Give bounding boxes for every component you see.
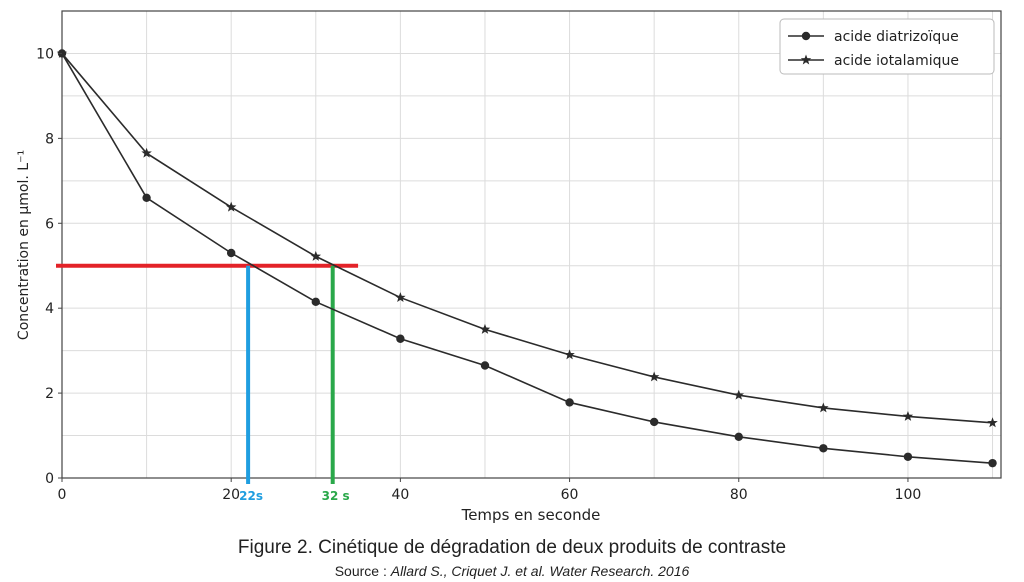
series-group (56, 47, 998, 468)
y-tick-label: 8 (45, 131, 54, 147)
source-prefix: Source : (334, 563, 391, 579)
plot-frame (61, 10, 1002, 479)
data-point (987, 417, 998, 428)
figure-source: Source : Allard S., Criquet J. et al. Wa… (0, 563, 1024, 579)
data-point (56, 47, 68, 58)
x-ticks: 0 20 40 60 80 100 (58, 478, 922, 503)
legend-label: acide diatrizoïque (834, 29, 959, 45)
series-line (61, 52, 993, 424)
data-point (733, 389, 744, 400)
grid (61, 10, 1001, 479)
x-tick-label: 0 (58, 487, 67, 503)
y-tick-label: 2 (45, 386, 54, 402)
y-tick-label: 10 (36, 46, 54, 62)
data-point (819, 444, 828, 453)
x-tick-label: 20 (222, 487, 240, 503)
data-point (734, 432, 743, 442)
data-point (311, 297, 320, 307)
x-tick-label: 80 (730, 487, 748, 503)
data-point (395, 292, 406, 303)
y-ticks: 0 2 4 6 8 10 (36, 46, 62, 487)
x-tick-label: 40 (391, 487, 409, 503)
data-point (988, 458, 997, 468)
data-point (142, 193, 151, 202)
y-axis-label: Concentration en μmol. L⁻¹ (16, 150, 32, 340)
data-point (480, 361, 490, 370)
data-point (649, 417, 659, 427)
legend: acide diatrizoïque acide iotalamique (779, 18, 995, 75)
data-point (902, 410, 914, 421)
data-point (225, 201, 237, 212)
source-authors: Allard S., Criquet J. et al. Water Resea… (390, 563, 690, 579)
y-tick-label: 4 (45, 301, 54, 317)
data-point (479, 323, 491, 334)
annotation-labels: 22s 32 s (239, 489, 350, 503)
legend-label: acide iotalamique (834, 53, 959, 69)
data-point (564, 349, 575, 360)
legend-swatch-marker (801, 31, 811, 41)
x-tick-label: 60 (561, 487, 579, 503)
y-tick-label: 0 (45, 471, 54, 487)
legend-box (779, 18, 995, 75)
threshold-time-label: 22s (239, 489, 263, 503)
data-point (648, 371, 660, 382)
annotation-lines (56, 263, 359, 484)
data-point (565, 398, 574, 407)
x-axis-label: Temps en seconde (461, 506, 601, 524)
y-tick-label: 6 (45, 216, 54, 232)
figure-caption: Figure 2. Cinétique de dégradation de de… (237, 537, 787, 558)
data-point (141, 147, 152, 158)
data-point (903, 452, 913, 461)
data-point (310, 250, 322, 261)
x-tick-label: 100 (895, 487, 922, 503)
threshold-time-label: 32 s (322, 489, 350, 503)
series-line (61, 53, 993, 464)
data-point (396, 334, 405, 343)
data-point (226, 248, 236, 258)
legend-swatch-marker (800, 54, 812, 65)
data-point (818, 402, 829, 413)
